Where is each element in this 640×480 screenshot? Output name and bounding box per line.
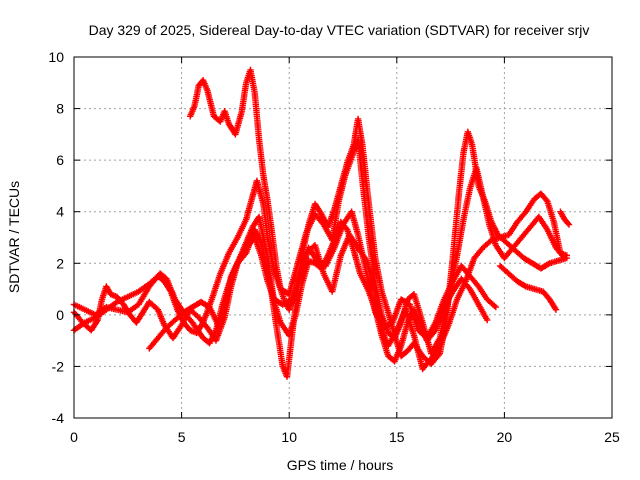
y-tick-label: -2 <box>52 358 65 374</box>
y-tick-label: 2 <box>56 255 64 271</box>
y-tick-label: 6 <box>56 152 64 168</box>
grid-layer <box>74 57 612 418</box>
y-tick-label: 8 <box>56 101 64 117</box>
y-tick-label: 4 <box>56 204 64 220</box>
y-tick-label: 10 <box>48 49 64 65</box>
x-tick-label: 20 <box>497 429 513 445</box>
series-track-6 <box>496 262 560 313</box>
x-tick-label: 15 <box>389 429 405 445</box>
data-point-markers <box>496 262 560 313</box>
tick-layer <box>73 56 613 419</box>
chart-title: Day 329 of 2025, Sidereal Day-to-day VTE… <box>89 22 590 38</box>
x-tick-label: 10 <box>281 429 297 445</box>
x-axis-label: GPS time / hours <box>287 457 394 473</box>
data-point-markers <box>70 136 568 357</box>
series-track-7 <box>557 208 573 228</box>
series-track-2 <box>70 136 568 357</box>
plot-frame <box>73 56 613 419</box>
x-tick-label: 0 <box>70 429 78 445</box>
x-tick-label: 5 <box>178 429 186 445</box>
tick-label-layer: 0 5 10 15 20 25 -4 -2 0 2 4 6 8 10 <box>48 49 620 445</box>
y-tick-label: 0 <box>56 307 64 323</box>
x-tick-label: 25 <box>604 429 620 445</box>
y-tick-label: -4 <box>52 410 65 426</box>
data-point-markers <box>146 208 499 352</box>
y-axis-label: SDTVAR / TECUs <box>6 181 22 293</box>
data-point-markers <box>557 208 573 228</box>
series-track-5 <box>146 208 499 352</box>
data-layer <box>70 66 573 380</box>
